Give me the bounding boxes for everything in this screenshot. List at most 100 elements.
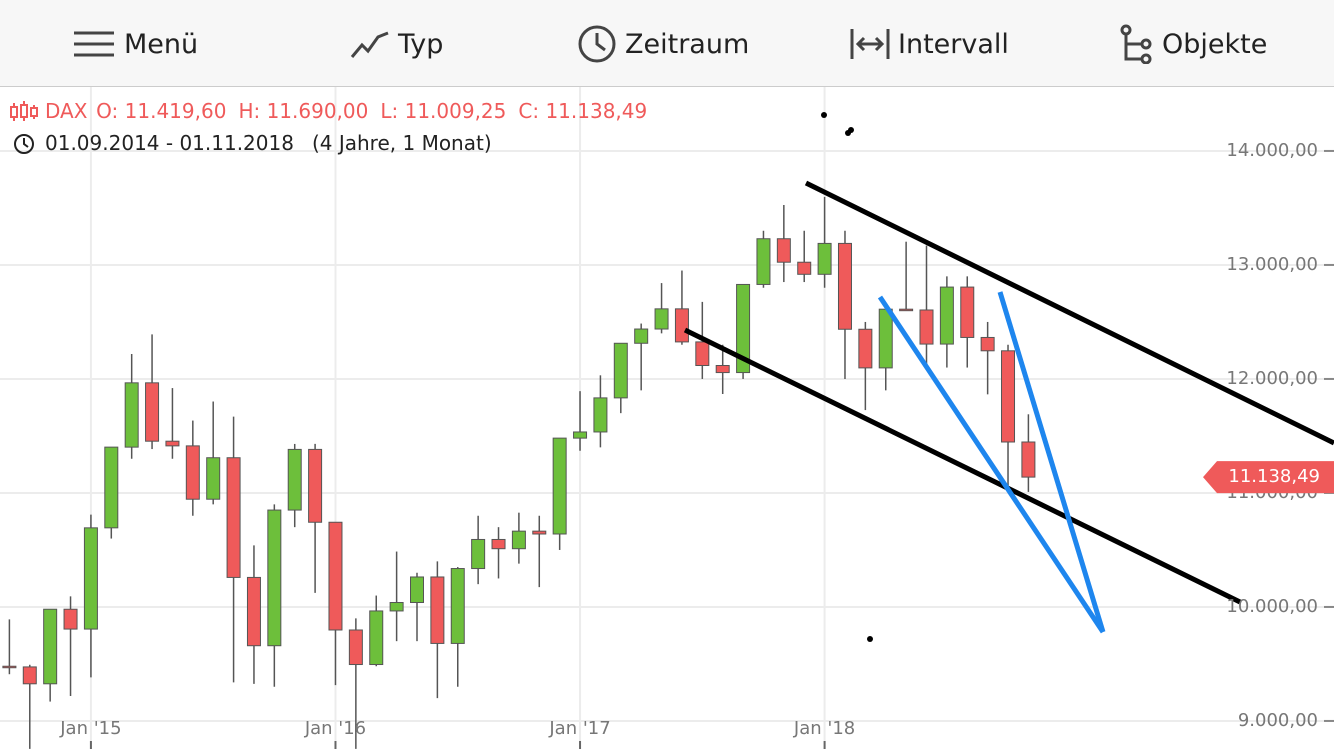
- candle-body: [695, 341, 710, 367]
- candle-body: [1021, 441, 1036, 478]
- y-tick-label: 9.000,00: [1238, 710, 1318, 731]
- menu-icon: [74, 31, 114, 57]
- candle-body: [471, 538, 486, 570]
- candle-body: [552, 437, 567, 535]
- type-button[interactable]: Typ: [350, 24, 443, 64]
- y-tick-label: 10.000,00: [1226, 596, 1318, 617]
- candle-body: [267, 509, 282, 647]
- candle-body: [899, 308, 914, 312]
- candle-body: [491, 538, 506, 550]
- x-tick-label: Jan '16: [304, 718, 366, 739]
- type-icon: [350, 31, 389, 58]
- price-tag: [1203, 461, 1334, 494]
- interval-button[interactable]: Intervall: [850, 24, 1009, 64]
- legend: DAX O: 11.419,60 H: 11.690,00 L: 11.009,25 C…: [10, 99, 647, 155]
- candle-body: [776, 238, 791, 263]
- toolbar: Menü Typ Zeitraum Intervall Objekte: [0, 0, 1334, 87]
- clock-icon: [14, 134, 34, 154]
- candle-body: [960, 286, 975, 338]
- candle-body: [165, 440, 180, 447]
- trend-line: [804, 180, 1334, 446]
- objects-label: Objekte: [1162, 28, 1268, 60]
- price-tag-label: 11.138,49: [1228, 466, 1320, 487]
- candle-body: [185, 445, 200, 500]
- range-text: 01.09.2014 - 01.11.2018 (4 Jahre, 1 Monat…: [45, 131, 492, 155]
- candle-body: [83, 527, 98, 630]
- candle-body: [919, 309, 934, 345]
- interval-icon: [850, 29, 890, 59]
- chart: DAX O: 11.419,60 H: 11.690,00 L: 11.009,25 C…: [0, 87, 1334, 749]
- candle-body: [43, 608, 58, 685]
- type-label: Typ: [398, 28, 444, 60]
- candle-body: [715, 365, 730, 374]
- candle-body: [756, 238, 771, 285]
- candle-body: [939, 286, 954, 345]
- point: [848, 127, 854, 133]
- date-range: 01.09.2014 - 01.11.2018: [45, 131, 294, 155]
- y-axis: 9.000,0010.000,0011.000,0012.000,0013.00…: [59, 140, 1334, 749]
- candle-body: [450, 568, 465, 644]
- candle-body: [145, 382, 160, 442]
- candle-body: [287, 448, 302, 511]
- menu-label: Menü: [124, 28, 199, 60]
- objects-icon: [1120, 24, 1152, 64]
- drawings: [683, 112, 1334, 642]
- symbol: DAX: [45, 99, 88, 123]
- candle-body: [593, 397, 608, 433]
- candle-body: [980, 336, 995, 352]
- candle-body: [328, 521, 343, 631]
- y-tick-label: 12.000,00: [1226, 368, 1318, 389]
- menu-button[interactable]: Menü: [74, 24, 198, 64]
- candle-body: [430, 576, 445, 644]
- x-tick-label: Jan '15: [59, 718, 121, 739]
- candle-body: [634, 328, 649, 344]
- period-label: Zeitraum: [625, 28, 750, 60]
- y-tick-label: 13.000,00: [1226, 254, 1318, 275]
- candle-body: [226, 457, 241, 578]
- duration: (4 Jahre, 1 Monat): [312, 131, 492, 155]
- x-tick-label: Jan '18: [793, 718, 855, 739]
- candle-body: [573, 431, 588, 439]
- candle-body: [837, 242, 852, 330]
- trend-line: [683, 327, 1242, 605]
- objects-button[interactable]: Objekte: [1120, 24, 1267, 64]
- candle-body: [369, 610, 384, 666]
- candle-body: [878, 308, 893, 369]
- candle-body: [308, 448, 323, 523]
- candle-body: [736, 283, 751, 374]
- trend-line: [877, 295, 1106, 634]
- period-button[interactable]: Zeitraum: [577, 24, 749, 64]
- candle-body: [410, 576, 424, 604]
- x-tick-label: Jan '17: [548, 718, 610, 739]
- y-tick-label: 14.000,00: [1226, 140, 1318, 161]
- interval-label: Intervall: [898, 28, 1009, 60]
- grid: [0, 87, 1334, 749]
- point: [867, 636, 873, 642]
- candle-body: [124, 382, 139, 448]
- low-label: L: 11.009,25: [380, 99, 506, 123]
- candle-body: [389, 602, 404, 612]
- candle-body: [1001, 350, 1016, 443]
- candle-icon: [10, 101, 38, 121]
- candle-body: [206, 457, 221, 500]
- candle-body: [104, 446, 119, 529]
- candle-body: [613, 342, 628, 399]
- candle-body: [63, 608, 78, 630]
- candle-body: [2, 665, 17, 669]
- high-label: H: 11.690,00: [238, 99, 368, 123]
- candle-body: [858, 328, 873, 369]
- candle-body: [22, 666, 37, 685]
- clock-icon: [578, 25, 616, 63]
- close-label: C: 11.138,49: [518, 99, 647, 123]
- candle-body: [797, 261, 812, 275]
- open-label: O: 11.419,60: [96, 99, 226, 123]
- candles: [2, 196, 1036, 749]
- candle-body: [246, 576, 261, 647]
- candle-body: [817, 242, 832, 275]
- candle-body: [532, 530, 547, 535]
- point: [821, 112, 827, 118]
- legend-text: DAX O: 11.419,60 H: 11.690,00 L: 11.009,25 C…: [45, 99, 647, 123]
- candle-body: [674, 308, 689, 343]
- candle-body: [654, 308, 669, 330]
